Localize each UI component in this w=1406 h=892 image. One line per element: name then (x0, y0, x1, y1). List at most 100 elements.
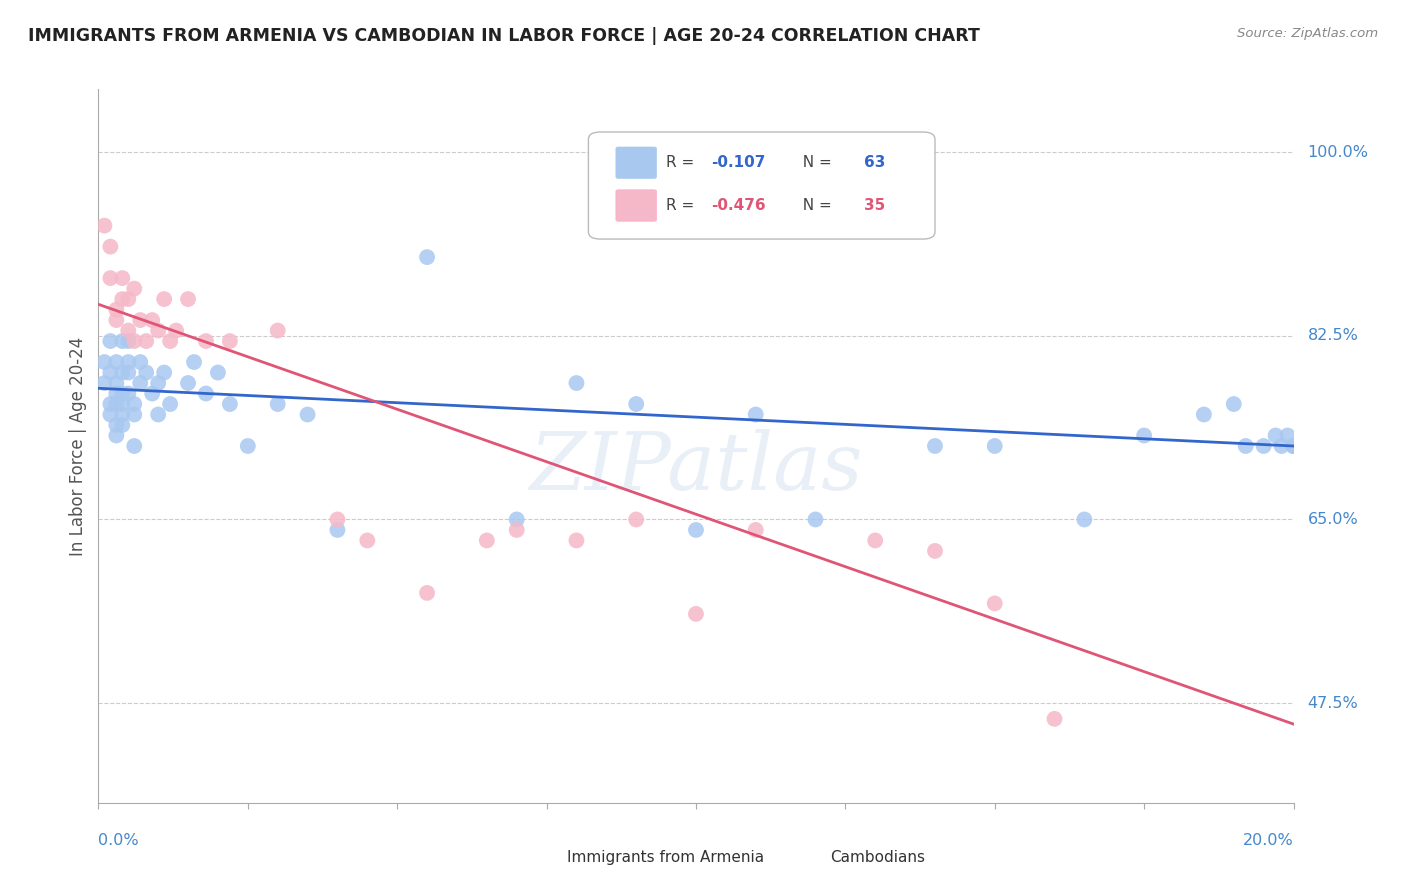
Point (565, 533, 588, 548)
Point (98, 366, 122, 380)
Point (111, 292, 134, 306)
Point (326, 512, 349, 526)
Point (506, 523, 529, 537)
Point (219, 334, 242, 348)
Point (135, 366, 157, 380)
Point (745, 523, 768, 537)
FancyBboxPatch shape (588, 132, 935, 239)
Point (236, 439, 259, 453)
FancyBboxPatch shape (526, 845, 565, 871)
Point (153, 366, 176, 380)
Point (1043, 712, 1066, 726)
Point (983, 596, 1005, 610)
Point (326, 523, 349, 537)
Point (105, 428, 128, 442)
Point (117, 334, 139, 348)
Point (105, 397, 128, 411)
Point (148, 408, 170, 422)
Point (267, 397, 290, 411)
Text: 65.0%: 65.0% (1308, 512, 1358, 527)
Point (105, 376, 128, 390)
Point (506, 512, 529, 526)
Point (1277, 428, 1299, 442)
Text: 0.0%: 0.0% (98, 833, 139, 848)
Point (105, 417, 128, 432)
Point (111, 397, 134, 411)
Point (177, 376, 200, 390)
Point (98, 334, 122, 348)
Point (111, 408, 134, 422)
Point (159, 397, 181, 411)
Text: 35: 35 (865, 198, 886, 213)
Point (177, 292, 200, 306)
Point (105, 302, 128, 317)
Point (207, 366, 229, 380)
Point (93, 219, 115, 233)
Point (141, 386, 163, 401)
Point (475, 533, 498, 548)
Point (1282, 439, 1305, 453)
Point (111, 334, 134, 348)
Point (93, 376, 115, 390)
Point (111, 417, 134, 432)
Point (804, 512, 827, 526)
Point (1271, 439, 1294, 453)
Point (183, 355, 205, 369)
Point (117, 324, 139, 338)
Point (1282, 439, 1305, 453)
Point (219, 397, 242, 411)
Point (165, 324, 187, 338)
Text: 63: 63 (865, 155, 886, 170)
Point (924, 544, 946, 558)
Text: Cambodians: Cambodians (830, 850, 925, 865)
Point (124, 408, 146, 422)
Point (416, 250, 439, 264)
Text: R =: R = (666, 155, 699, 170)
Point (111, 366, 134, 380)
Point (105, 386, 128, 401)
Point (124, 282, 146, 296)
Point (148, 324, 170, 338)
Point (129, 355, 152, 369)
Point (416, 586, 439, 600)
Point (685, 523, 707, 537)
Text: Immigrants from Armenia: Immigrants from Armenia (567, 850, 763, 865)
Point (98, 271, 122, 285)
Point (135, 334, 157, 348)
Point (98, 397, 122, 411)
Point (153, 292, 176, 306)
Y-axis label: In Labor Force | Age 20-24: In Labor Force | Age 20-24 (69, 336, 87, 556)
Point (865, 533, 887, 548)
Point (93, 355, 115, 369)
Point (685, 607, 707, 621)
Point (117, 386, 139, 401)
Point (1133, 428, 1156, 442)
Text: 47.5%: 47.5% (1308, 696, 1358, 711)
Point (624, 512, 647, 526)
Text: 82.5%: 82.5% (1308, 328, 1358, 343)
Point (111, 386, 134, 401)
Text: N =: N = (793, 198, 837, 213)
Text: ZIPatlas: ZIPatlas (529, 429, 863, 506)
Point (159, 334, 181, 348)
FancyBboxPatch shape (789, 845, 827, 871)
Point (565, 376, 588, 390)
Point (267, 324, 290, 338)
Point (117, 366, 139, 380)
Point (297, 408, 319, 422)
Point (148, 376, 170, 390)
Text: Source: ZipAtlas.com: Source: ZipAtlas.com (1237, 27, 1378, 40)
Text: IMMIGRANTS FROM ARMENIA VS CAMBODIAN IN LABOR FORCE | AGE 20-24 CORRELATION CHAR: IMMIGRANTS FROM ARMENIA VS CAMBODIAN IN … (28, 27, 980, 45)
Point (105, 355, 128, 369)
Text: N =: N = (793, 155, 837, 170)
Point (124, 439, 146, 453)
Point (129, 376, 152, 390)
Point (129, 313, 152, 327)
Text: -0.107: -0.107 (711, 155, 766, 170)
Text: R =: R = (666, 198, 699, 213)
Point (745, 408, 768, 422)
Point (1223, 397, 1246, 411)
Point (1192, 408, 1215, 422)
Point (98, 408, 122, 422)
Point (124, 397, 146, 411)
